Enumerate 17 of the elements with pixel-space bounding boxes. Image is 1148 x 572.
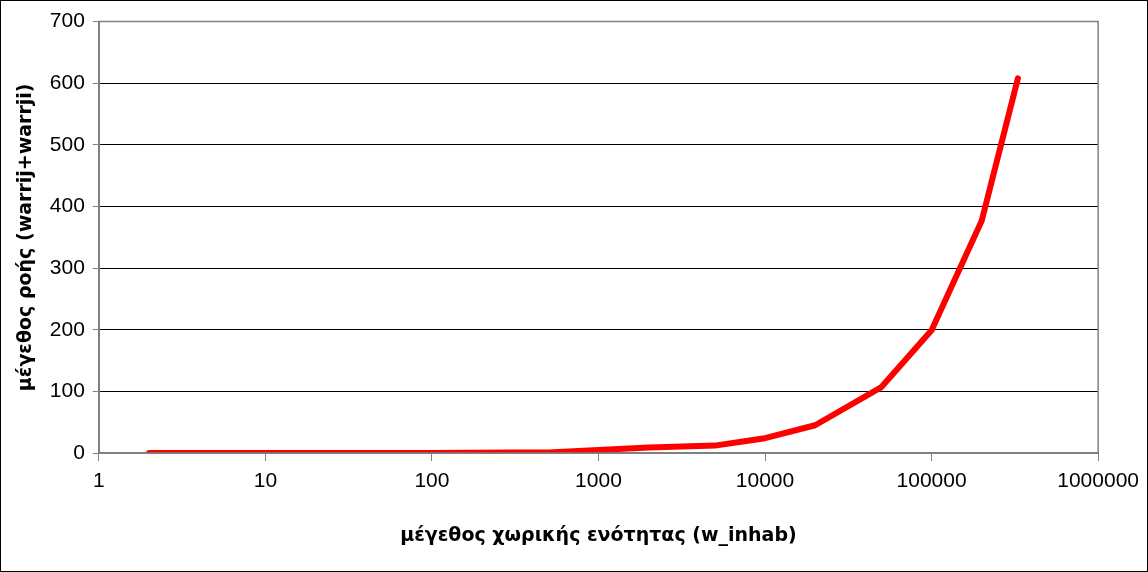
x-tick-label: 1000 <box>575 468 622 492</box>
x-tick-label: 100 <box>414 468 450 492</box>
x-tick-label: 1000000 <box>1057 468 1140 492</box>
y-tick-label: 200 <box>49 316 85 340</box>
y-tick-label: 400 <box>49 193 85 217</box>
y-tick-label: 0 <box>73 439 85 463</box>
x-axis-title: μέγεθος χωρικής ενότητας (w_inhab) <box>400 522 797 546</box>
x-tick-label: 10000 <box>735 468 795 492</box>
y-tick-label: 600 <box>49 70 85 94</box>
y-tick-label: 300 <box>49 254 85 278</box>
x-tick-label: 1 <box>92 468 105 492</box>
x-tick-label: 10 <box>253 468 278 492</box>
y-tick-label: 500 <box>49 131 85 155</box>
y-axis-title: μέγεθος ροής (warrij+warrji) <box>13 83 36 392</box>
x-tick-label: 100000 <box>896 468 967 492</box>
y-tick-label: 100 <box>49 378 85 402</box>
y-tick-label: 700 <box>49 8 85 32</box>
